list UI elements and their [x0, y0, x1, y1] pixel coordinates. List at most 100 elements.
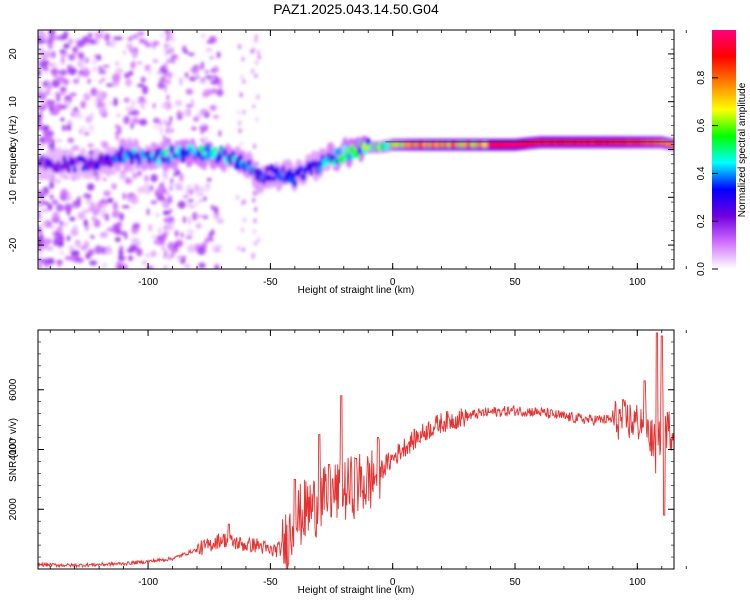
spectrogram-speckle [238, 128, 242, 134]
colorbar-gradient [712, 30, 736, 269]
spectrogram-speckle [38, 257, 42, 264]
spectrogram-speckle [252, 190, 256, 196]
spectrogram-speckle [206, 40, 213, 44]
spectrogram-speckle [188, 52, 195, 57]
spectrogram-ridge-cell [106, 153, 111, 161]
spectrogram-speckle [212, 114, 219, 119]
spectrogram-speckle [166, 58, 170, 64]
spectrogram-speckle [164, 62, 167, 68]
spectrogram-speckle [174, 230, 179, 237]
spectrogram-speckle [89, 112, 94, 121]
spectrogram-speckle [71, 202, 78, 209]
spectrogram-ridge-cell [330, 154, 336, 161]
y-tick-label: 2000 [8, 498, 19, 521]
spectrogram-ridge-cell [366, 137, 371, 146]
snr-panel: -100 -50 0 50 100 2000 4000 6000 Height of stra… [8, 329, 687, 596]
spectrogram-speckle [252, 229, 256, 235]
spectrogram-speckle [252, 104, 256, 109]
spectrogram-speckle [170, 178, 174, 184]
spectrogram-speckle [38, 91, 47, 101]
spectrogram-speckle [196, 64, 200, 73]
spectrogram-speckle [136, 247, 143, 257]
snr-y-axis-label: SNR (10 * v/v) [8, 418, 19, 482]
spectrogram-speckle [38, 68, 41, 77]
spectrogram-speckle [101, 262, 108, 269]
spectrogram-speckle [51, 178, 57, 182]
spectrogram-speckle [67, 64, 71, 72]
spectrogram-speckle [187, 216, 192, 225]
spectrogram-speckle [186, 183, 193, 190]
spectrogram-speckle [254, 73, 258, 79]
spectrogram-speckle [49, 110, 59, 116]
spectrogram-ridge-cell [98, 152, 104, 163]
spectrogram-speckle [98, 103, 106, 107]
spectrogram-speckle [59, 220, 64, 226]
spectrogram-speckle [124, 72, 130, 79]
spectrogram-speckle [75, 257, 84, 264]
spectrogram-speckle [66, 123, 72, 132]
spectrogram-speckle [199, 108, 209, 115]
spectrogram-ridge-cell [66, 164, 72, 174]
spectrogram-speckle [205, 47, 213, 52]
spectrogram-speckle [163, 47, 167, 53]
spectrogram-speckle [206, 185, 210, 193]
spectrogram-speckle [137, 31, 145, 36]
spectrogram-speckle [200, 61, 205, 71]
spectrogram-speckle [237, 109, 241, 115]
spectrogram-speckle [41, 258, 50, 265]
spectrogram-speckle [256, 94, 260, 100]
spectrogram-speckle [152, 59, 159, 63]
spectrogram-ridge-cell [298, 165, 303, 173]
spectrogram-speckle [159, 126, 164, 135]
spectrogram-speckle [182, 216, 187, 224]
spectrogram-speckle [85, 199, 93, 204]
spectrogram-speckle [53, 61, 57, 70]
spectrogram-speckle [189, 76, 197, 82]
spectrogram-speckle [198, 262, 206, 269]
spectrogram-speckle [60, 117, 65, 122]
spectrogram-speckle [140, 76, 146, 83]
spectrogram-speckle [72, 78, 80, 84]
spectrogram-ridge-cell [317, 164, 322, 175]
spectrogram-speckle [90, 235, 95, 239]
spectrogram-speckle [210, 80, 219, 85]
spectrogram-speckle [155, 212, 160, 218]
spectrogram-ridge-cell [357, 147, 362, 155]
spectrogram-speckle [76, 39, 85, 48]
spectrogram-speckle [60, 188, 69, 198]
colorbar-ticks: 0.0 0.2 0.4 0.6 0.8 [696, 70, 718, 276]
spectrogram-speckle [255, 190, 259, 196]
spectrogram-speckle [56, 225, 63, 234]
y-tick-label: 0 [8, 146, 19, 152]
spectrogram-speckle [216, 88, 224, 97]
spectrogram-speckle [118, 255, 125, 262]
spectrogram-ridge-cell [156, 158, 161, 167]
spectrogram-speckle [212, 244, 219, 253]
spectrogram-speckle [256, 50, 260, 56]
spectrogram-speckle [169, 116, 173, 122]
spectrogram-speckle [80, 66, 89, 71]
spectrogram-speckle [167, 242, 176, 251]
spectrogram-speckle [125, 106, 134, 112]
spectrogram-speckle [121, 205, 130, 209]
spectrogram-speckle [239, 141, 243, 147]
spectrogram-speckle [118, 266, 123, 269]
spectrogram-speckle [151, 234, 156, 239]
spectrogram-speckle [141, 260, 148, 266]
spectrogram-speckle [238, 44, 242, 50]
spectrogram-speckle [200, 127, 204, 135]
spectrogram-speckle [122, 50, 127, 55]
spectrogram-speckle [250, 252, 254, 258]
spectrogram-x-axis-label: Height of straight line (km) [298, 285, 415, 296]
spectrogram-ridge-cell [160, 155, 165, 164]
spectrogram-speckle [93, 32, 103, 37]
spectrogram-speckle [167, 79, 171, 85]
spectrogram-speckle [187, 199, 194, 203]
spectrogram-speckle [180, 232, 184, 238]
y-tick-label: 10 [8, 96, 19, 108]
spectrogram-speckle [142, 85, 149, 95]
spectrogram-speckle [56, 76, 66, 83]
spectrogram-ridge-cell [163, 148, 168, 157]
spectrogram-speckle [176, 255, 183, 261]
